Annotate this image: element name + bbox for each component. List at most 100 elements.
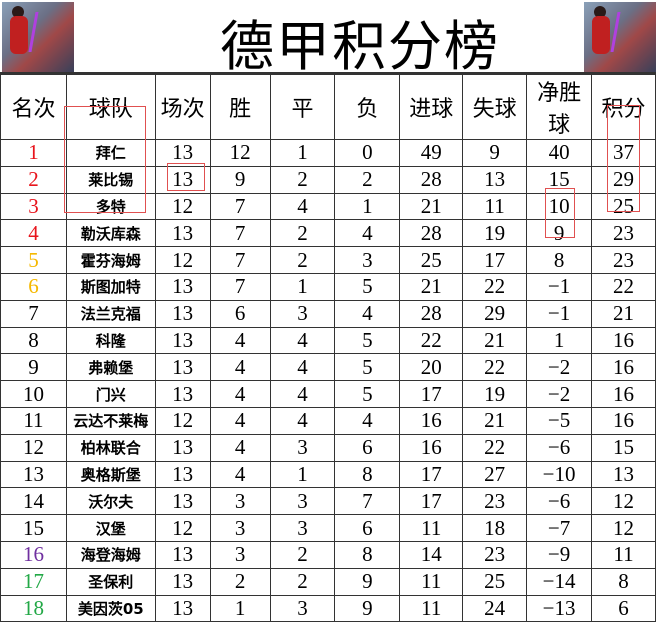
- cell-points: 22: [591, 272, 656, 301]
- standings-table: 名次 球队 场次胜平负进球 失球 净胜球 积分 1 拜仁 13 12 1 0 49 9 40 37 2 莱比锡 1…: [0, 74, 656, 622]
- cell-points: 37: [591, 139, 656, 167]
- cell-goals-against: 27: [462, 460, 528, 489]
- cell-drawn: 2: [269, 165, 336, 194]
- header-row: 名次 球队 场次胜平负进球 失球 净胜球 积分: [0, 74, 656, 140]
- cell-team: 弗赖堡: [65, 353, 156, 382]
- cell-played: 13: [154, 272, 211, 301]
- cell-goals-for: 21: [399, 192, 464, 221]
- cell-rank: 15: [0, 514, 67, 542]
- cell-won: 3: [209, 487, 271, 516]
- cell-points: 23: [591, 246, 656, 274]
- cell-team: 奥格斯堡: [65, 460, 156, 489]
- header-team: 球队: [65, 74, 156, 140]
- cell-goals-against: 22: [462, 272, 528, 301]
- cell-points: 13: [591, 460, 656, 489]
- cell-goal-diff: −9: [526, 540, 593, 569]
- player-image-left: [2, 2, 74, 72]
- cell-drawn: 3: [269, 433, 336, 462]
- table-row: 17 圣保利 13 2 2 9 11 25 −14 8: [0, 567, 656, 596]
- cell-goal-diff: −10: [526, 460, 593, 489]
- cell-goals-against: 23: [462, 540, 528, 569]
- cell-won: 4: [209, 406, 271, 435]
- cell-won: 9: [209, 165, 271, 194]
- cell-won: 12: [209, 139, 271, 167]
- cell-won: 4: [209, 326, 271, 355]
- cell-points: 8: [591, 567, 656, 596]
- cell-goal-diff: 10: [526, 192, 593, 221]
- cell-rank: 14: [0, 487, 67, 516]
- cell-rank: 16: [0, 540, 67, 569]
- cell-team: 海登海姆: [65, 540, 156, 569]
- cell-won: 4: [209, 460, 271, 489]
- header-rank: 名次: [0, 74, 67, 140]
- table-row: 6 斯图加特 13 7 1 5 21 22 −1 22: [0, 272, 656, 301]
- cell-goal-diff: 1: [526, 326, 593, 355]
- cell-won: 4: [209, 380, 271, 408]
- cell-team: 门兴: [65, 380, 156, 408]
- table-row: 5 霍芬海姆 12 7 2 3 25 17 8 23: [0, 246, 656, 274]
- cell-goals-for: 25: [399, 246, 464, 274]
- cell-lost: 9: [334, 567, 401, 596]
- cell-won: 3: [209, 514, 271, 542]
- cell-played: 13: [154, 326, 211, 355]
- cell-drawn: 4: [269, 192, 336, 221]
- cell-played: 13: [154, 219, 211, 248]
- cell-goals-against: 18: [462, 514, 528, 542]
- cell-team: 汉堡: [65, 514, 156, 542]
- cell-lost: 8: [334, 460, 401, 489]
- cell-played: 13: [154, 380, 211, 408]
- table-row: 3 多特 12 7 4 1 21 11 10 25: [0, 192, 656, 221]
- cell-rank: 4: [0, 219, 67, 248]
- cell-drawn: 1: [269, 460, 336, 489]
- cell-points: 16: [591, 380, 656, 408]
- cell-lost: 4: [334, 406, 401, 435]
- cell-goals-against: 19: [462, 219, 528, 248]
- page-title: 德甲积分榜: [220, 17, 500, 77]
- table-row: 4 勒沃库森 13 7 2 4 28 19 9 23: [0, 219, 656, 248]
- cell-goals-for: 17: [399, 487, 464, 516]
- cell-drawn: 2: [269, 246, 336, 274]
- cell-won: 2: [209, 567, 271, 596]
- header-points: 积分: [591, 74, 656, 140]
- cell-goal-diff: 8: [526, 246, 593, 274]
- header-goals-against: 失球: [462, 74, 528, 140]
- cell-lost: 2: [334, 165, 401, 194]
- cell-drawn: 4: [269, 406, 336, 435]
- cell-goal-diff: −14: [526, 567, 593, 596]
- table-row: 12 柏林联合 13 4 3 6 16 22 −6 15: [0, 433, 656, 462]
- cell-rank: 6: [0, 272, 67, 301]
- cell-goal-diff: −13: [526, 594, 593, 622]
- cell-lost: 4: [334, 299, 401, 328]
- cell-goals-for: 22: [399, 326, 464, 355]
- cell-goal-diff: 9: [526, 219, 593, 248]
- table-row: 9 弗赖堡 13 4 4 5 20 22 −2 16: [0, 353, 656, 382]
- cell-rank: 7: [0, 299, 67, 328]
- cell-goals-against: 22: [462, 353, 528, 382]
- cell-points: 16: [591, 406, 656, 435]
- cell-team: 勒沃库森: [65, 219, 156, 248]
- cell-drawn: 3: [269, 514, 336, 542]
- cell-played: 13: [154, 139, 211, 167]
- cell-won: 7: [209, 246, 271, 274]
- cell-drawn: 1: [269, 272, 336, 301]
- table-row: 1 拜仁 13 12 1 0 49 9 40 37: [0, 139, 656, 167]
- cell-goal-diff: −6: [526, 433, 593, 462]
- cell-rank: 10: [0, 380, 67, 408]
- cell-team: 斯图加特: [65, 272, 156, 301]
- highlight-box-dortmund-played: [167, 163, 205, 191]
- cell-points: 6: [591, 594, 656, 622]
- cell-played: 13: [154, 353, 211, 382]
- cell-team: 圣保利: [65, 567, 156, 596]
- cell-lost: 4: [334, 219, 401, 248]
- cell-team: 拜仁: [65, 139, 156, 167]
- cell-played: 13: [154, 487, 211, 516]
- cell-goals-for: 14: [399, 540, 464, 569]
- cell-goals-for: 20: [399, 353, 464, 382]
- cell-team: 霍芬海姆: [65, 246, 156, 274]
- cell-team: 沃尔夫: [65, 487, 156, 516]
- cell-rank: 18: [0, 594, 67, 622]
- cell-goal-diff: −2: [526, 380, 593, 408]
- cell-lost: 5: [334, 326, 401, 355]
- cell-drawn: 4: [269, 353, 336, 382]
- cell-goal-diff: −2: [526, 353, 593, 382]
